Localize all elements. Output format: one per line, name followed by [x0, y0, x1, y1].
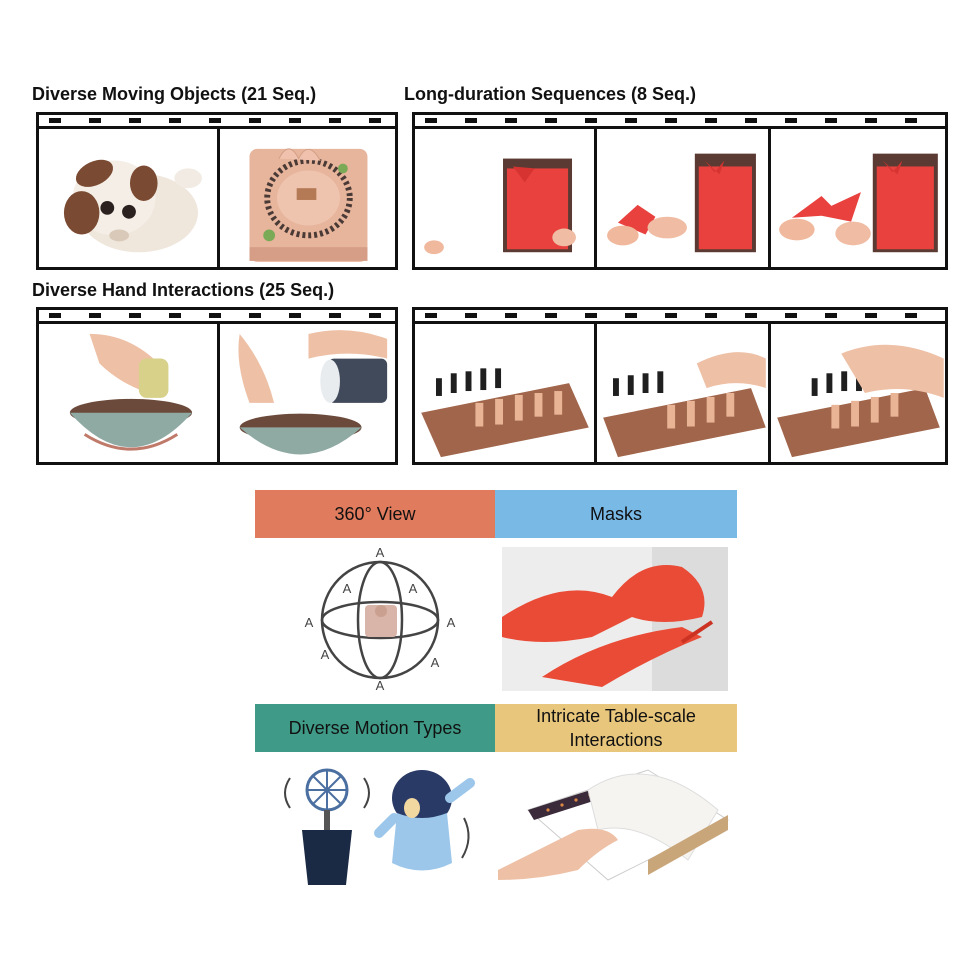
film-hole [209, 118, 221, 123]
film-hole [865, 118, 877, 123]
film-strip-moving-objects [36, 112, 398, 270]
film-hole [129, 118, 141, 123]
film-hole [545, 313, 557, 318]
film-hole [785, 313, 797, 318]
header-360-view: 360° View [255, 490, 495, 538]
film-hole [169, 313, 181, 318]
frame-chess-2 [597, 324, 768, 462]
film-perforation-strip [415, 310, 945, 324]
film-hole [209, 313, 221, 318]
frame-divider [217, 324, 220, 462]
film-hole [129, 313, 141, 318]
film-hole [825, 313, 837, 318]
frame-divider [594, 129, 597, 267]
frame-chess-3 [771, 324, 945, 462]
frame-divider [217, 129, 220, 267]
frame-music-box [220, 129, 395, 267]
frame-origami-2 [597, 129, 768, 267]
masks-image [502, 547, 728, 691]
film-hole [825, 118, 837, 123]
film-hole [505, 118, 517, 123]
arrow-mark: A [409, 581, 418, 596]
arrow-mark: A [343, 581, 352, 596]
film-hole [465, 313, 477, 318]
film-hole [89, 118, 101, 123]
table-scale-image [498, 760, 734, 884]
arrow-mark: A [321, 647, 330, 662]
moving-objects-title: Diverse Moving Objects (21 Seq.) [32, 84, 317, 104]
film-hole [705, 118, 717, 123]
film-hole [865, 313, 877, 318]
film-hole [745, 118, 757, 123]
film-hole [665, 313, 677, 318]
film-hole [785, 118, 797, 123]
film-hole [249, 313, 261, 318]
film-hole [745, 313, 757, 318]
film-hole [425, 118, 437, 123]
film-hole [369, 313, 381, 318]
arrow-mark: A [447, 615, 456, 630]
film-hole [625, 118, 637, 123]
film-hole [905, 313, 917, 318]
film-hole [49, 313, 61, 318]
film-perforation-strip [39, 115, 395, 129]
header-masks: Masks [495, 490, 737, 538]
motion-types-image [272, 758, 484, 888]
film-hole [89, 313, 101, 318]
frame-divider [768, 129, 771, 267]
film-hole [169, 118, 181, 123]
film-hole [369, 118, 381, 123]
frame-divider [768, 324, 771, 462]
frame-origami-1 [415, 129, 594, 267]
header-table-scale: Intricate Table-scale Interactions [495, 704, 737, 752]
film-hole [425, 313, 437, 318]
frame-divider [594, 324, 597, 462]
film-hole [585, 118, 597, 123]
arrow-mark: A [431, 655, 440, 670]
arrow-mark: A [376, 545, 385, 560]
frame-chess-1 [415, 324, 594, 462]
frame-origami-3 [771, 129, 945, 267]
film-strip-hand-interactions [36, 307, 398, 465]
film-hole [329, 313, 341, 318]
long-duration-title: Long-duration Sequences (8 Seq.) [404, 84, 697, 104]
film-hole [329, 118, 341, 123]
film-hole [289, 118, 301, 123]
film-hole [505, 313, 517, 318]
film-strip-long-duration [412, 112, 948, 270]
film-hole [705, 313, 717, 318]
film-hole [905, 118, 917, 123]
film-hole [625, 313, 637, 318]
frame-bowl-pour [39, 324, 217, 462]
film-hole [49, 118, 61, 123]
film-hole [465, 118, 477, 123]
arrow-mark: A [376, 678, 385, 693]
frame-plush-dog [39, 129, 217, 267]
film-perforation-strip [415, 115, 945, 129]
film-strip-chess [412, 307, 948, 465]
film-perforation-strip [39, 310, 395, 324]
film-hole [545, 118, 557, 123]
film-hole [585, 313, 597, 318]
film-hole [665, 118, 677, 123]
header-motion-types: Diverse Motion Types [255, 704, 495, 752]
sphere-360-diagram: A A A A A A A A [295, 545, 465, 695]
film-hole [249, 118, 261, 123]
frame-can-pour [220, 324, 395, 462]
film-hole [289, 313, 301, 318]
arrow-mark: A [305, 615, 314, 630]
hand-interactions-title: Diverse Hand Interactions (25 Seq.) [32, 280, 335, 300]
